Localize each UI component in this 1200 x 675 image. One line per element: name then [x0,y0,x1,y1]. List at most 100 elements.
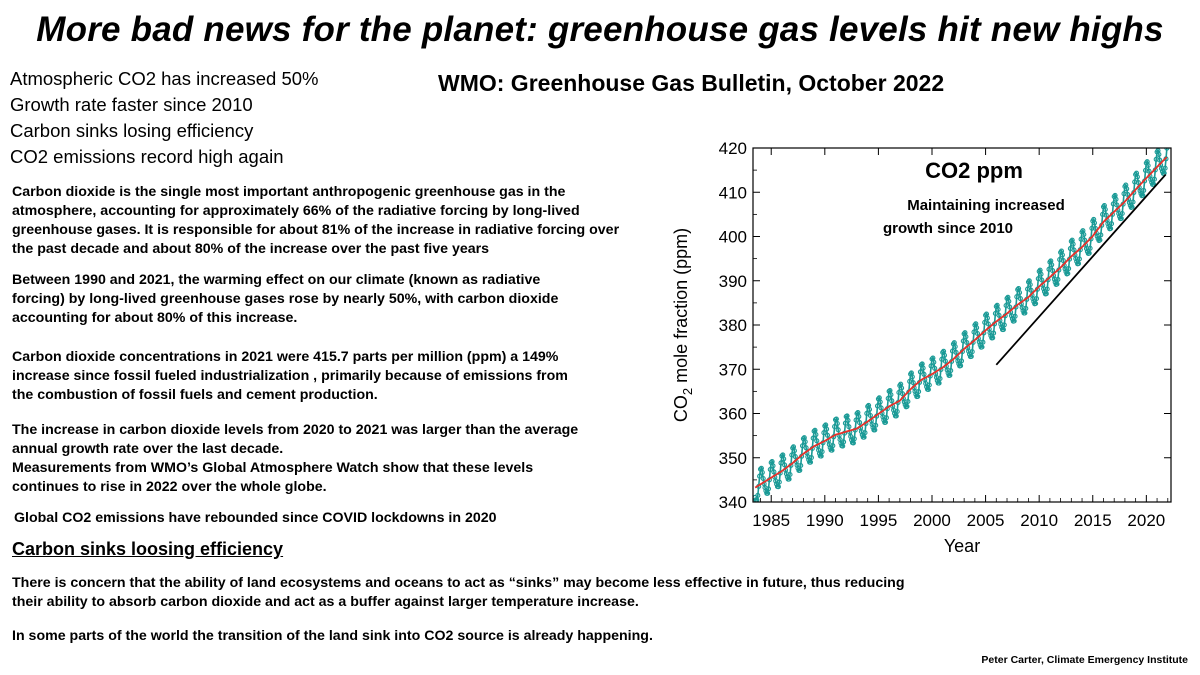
y-tick-label: 390 [719,272,747,291]
series-monthly-point [1054,281,1060,287]
series-monthly-point [1043,291,1049,297]
series-monthly-point [872,427,878,433]
series-monthly-point [842,420,848,426]
series-monthly-point [844,413,850,419]
paragraph-line: annual growth rate over the last decade. [12,441,284,457]
series-monthly-point [786,476,792,482]
paragraph-line: Global CO2 emissions have rebounded sinc… [14,510,497,526]
series-monthly-point [1141,187,1147,193]
axis-ticks: 1985 1990 1995 2000 2005 2010 2015 2020 340 350 36… [719,139,1171,530]
series-monthly-point [1151,176,1157,182]
series-monthly-point [1157,157,1163,163]
series-monthly-point [925,386,931,393]
series-monthly-point [1108,221,1115,227]
key-point: CO2 emissions record high again [10,146,284,167]
series-monthly-point [995,306,1001,312]
paragraph-line: the combustion of fossil fuels and cemen… [12,387,378,403]
series-monthly-point [894,408,900,415]
series-monthly-point [916,389,922,395]
series-monthly-point [798,462,804,469]
x-tick-label: 2020 [1127,511,1165,530]
series-monthly-point [770,463,776,469]
x-tick-label: 1990 [806,511,844,530]
series-monthly-point [1039,277,1045,283]
series-monthly-point [882,419,889,425]
series-monthly-point [1124,186,1130,192]
series-monthly-point [947,372,953,378]
series-monthly-point [1066,266,1072,272]
x-tick-label: 2010 [1020,511,1058,530]
series-monthly-point [846,424,852,430]
paragraph-line: the past decade and about 80% of the inc… [12,241,490,257]
series-monthly-point [910,380,916,386]
series-monthly-point [813,432,819,438]
series-monthly-point [1114,202,1120,208]
series-monthly-point [948,368,954,374]
series-monthly-point [1060,258,1066,264]
series-monthly-point [767,466,773,473]
series-monthly-point [775,484,781,490]
paragraph-line: their ability to absorb carbon dioxide a… [12,594,639,610]
series-monthly-point [797,467,803,473]
series-monthly-point [782,462,788,468]
series-monthly-point [829,447,835,453]
series-monthly-point [835,427,841,433]
series-monthly-point [958,363,964,369]
paragraph-radiative-share: Carbon dioxide is the single most import… [12,183,619,259]
series-monthly-point [1075,261,1082,267]
series-monthly-point [866,406,873,412]
author-credit: Peter Carter, Climate Emergency Institut… [981,654,1188,666]
section-heading-sinks: Carbon sinks loosing efficiency [12,539,284,559]
paragraph-land-sink: In some parts of the world the transitio… [12,627,653,646]
x-tick-label: 2000 [913,511,951,530]
series-monthly-point [1049,262,1055,268]
chart-annotation: growth since 2010 [883,220,1013,237]
series-monthly-point [984,315,990,321]
paragraph-line: The increase in carbon dioxide levels fr… [12,422,579,438]
paragraph-line: There is concern that the ability of lan… [12,575,905,591]
series-monthly-point [759,469,765,475]
series-monthly-point [885,395,891,401]
series-monthly-point [861,434,867,440]
series-monthly-point [1091,220,1098,226]
series-monthly-point [1081,231,1087,238]
series-monthly-point [1145,162,1151,169]
series-monthly-point [1038,271,1044,277]
series-monthly-point [1071,247,1077,253]
key-point: Growth rate faster since 2010 [10,94,253,115]
series-monthly-point [926,382,932,388]
series-monthly-point [963,334,969,340]
series-monthly-point [990,335,996,341]
series-monthly-point [931,359,937,365]
series-monthly-point [1011,318,1017,324]
series-monthly-point [1000,327,1006,333]
series-monthly-point [1119,210,1125,217]
series-monthly-point [974,330,981,337]
series-monthly-point [1118,215,1124,221]
paragraph-line: continues to rise in 2022 over the whole… [12,479,327,495]
series-monthly-point [921,371,927,377]
x-tick-label: 2015 [1074,511,1112,530]
series-monthly-point [864,410,870,416]
y-tick-label: 340 [719,493,747,512]
series-monthly-point [889,398,895,404]
paragraph-sinks: There is concern that the ability of lan… [12,574,905,612]
series-monthly-point [1023,305,1029,311]
series-monthly-point [1076,256,1082,262]
series-monthly-point [928,363,934,369]
series-monthly-point [1050,268,1056,274]
series-monthly-point [915,393,921,399]
series-monthly-point [1108,225,1114,232]
series-monthly-point [888,392,894,398]
series-monthly-point [996,312,1002,318]
series-monthly-point [893,413,899,419]
series-monthly-point [814,438,820,444]
series-monthly-point [909,374,915,380]
paragraph-line: In some parts of the world the transitio… [12,628,653,644]
series-monthly-point [953,349,959,355]
x-tick-label: 1995 [859,511,897,530]
series-monthly-point [803,445,809,451]
series-monthly-point [776,479,782,485]
series-monthly-point [819,449,825,455]
paragraph-line: Between 1990 and 2021, the warming effec… [12,272,541,288]
